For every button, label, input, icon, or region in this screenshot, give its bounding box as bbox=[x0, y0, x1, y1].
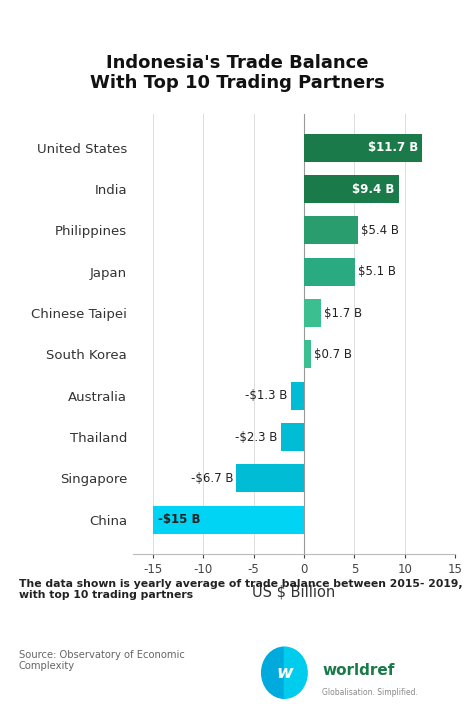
Text: $11.7 B: $11.7 B bbox=[367, 141, 418, 154]
Text: $9.4 B: $9.4 B bbox=[352, 182, 394, 195]
Bar bbox=[281, 423, 304, 451]
Text: $5.1 B: $5.1 B bbox=[358, 266, 396, 278]
Text: Globalisation. Simplified.: Globalisation. Simplified. bbox=[322, 688, 418, 697]
Bar bbox=[291, 382, 304, 410]
Text: Source: Observatory of Economic
Complexity: Source: Observatory of Economic Complexi… bbox=[19, 650, 185, 671]
Text: worldref: worldref bbox=[322, 663, 395, 679]
Bar bbox=[153, 506, 304, 534]
Wedge shape bbox=[284, 648, 307, 699]
Text: $0.7 B: $0.7 B bbox=[314, 348, 352, 361]
Text: The data shown is yearly average of trade balance between 2015- 2019,
with top 1: The data shown is yearly average of trad… bbox=[19, 579, 463, 600]
Text: w: w bbox=[276, 664, 293, 682]
Bar bbox=[304, 175, 399, 203]
Text: -$1.3 B: -$1.3 B bbox=[246, 389, 288, 402]
Text: $5.4 B: $5.4 B bbox=[361, 224, 400, 237]
Text: -$2.3 B: -$2.3 B bbox=[236, 430, 278, 444]
Bar bbox=[237, 464, 304, 493]
Bar bbox=[304, 133, 422, 162]
Bar bbox=[304, 258, 356, 285]
X-axis label: US $ Billion: US $ Billion bbox=[252, 584, 336, 599]
Bar bbox=[304, 217, 358, 244]
Text: -$6.7 B: -$6.7 B bbox=[191, 472, 233, 485]
Text: $1.7 B: $1.7 B bbox=[324, 307, 362, 320]
Bar bbox=[304, 340, 311, 368]
Wedge shape bbox=[262, 648, 284, 699]
Text: Indonesia's Trade Balance
With Top 10 Trading Partners: Indonesia's Trade Balance With Top 10 Tr… bbox=[90, 53, 384, 92]
Text: -$15 B: -$15 B bbox=[158, 513, 201, 526]
Bar bbox=[304, 299, 321, 327]
